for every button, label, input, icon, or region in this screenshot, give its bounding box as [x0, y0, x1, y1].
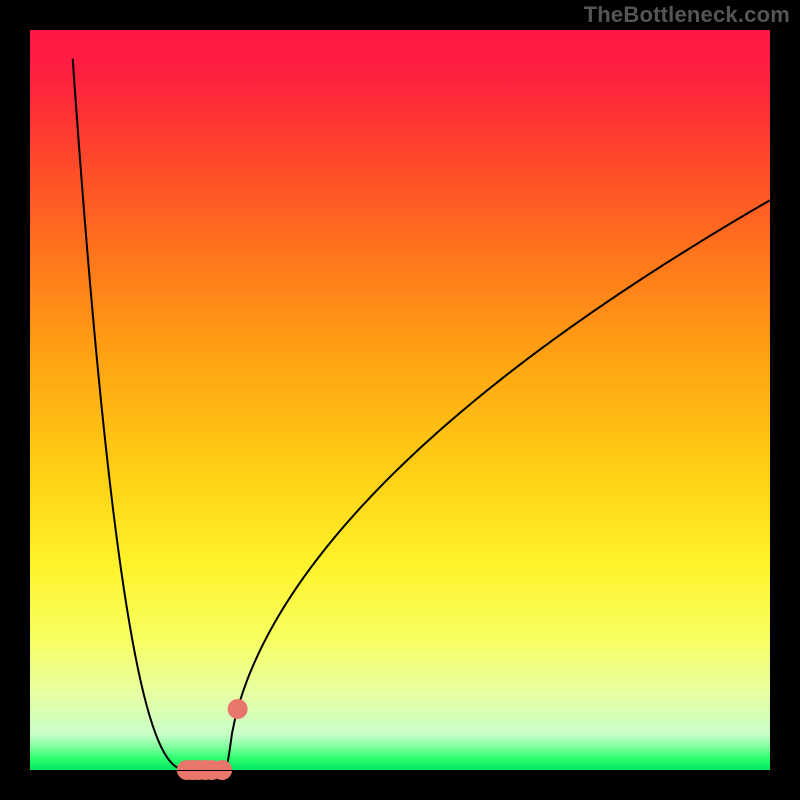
chart-frame: TheBottleneck.com	[0, 0, 800, 800]
bottleneck-chart	[0, 0, 800, 800]
marker-dot	[228, 699, 248, 719]
watermark-text: TheBottleneck.com	[584, 2, 790, 28]
plot-background	[30, 30, 770, 770]
